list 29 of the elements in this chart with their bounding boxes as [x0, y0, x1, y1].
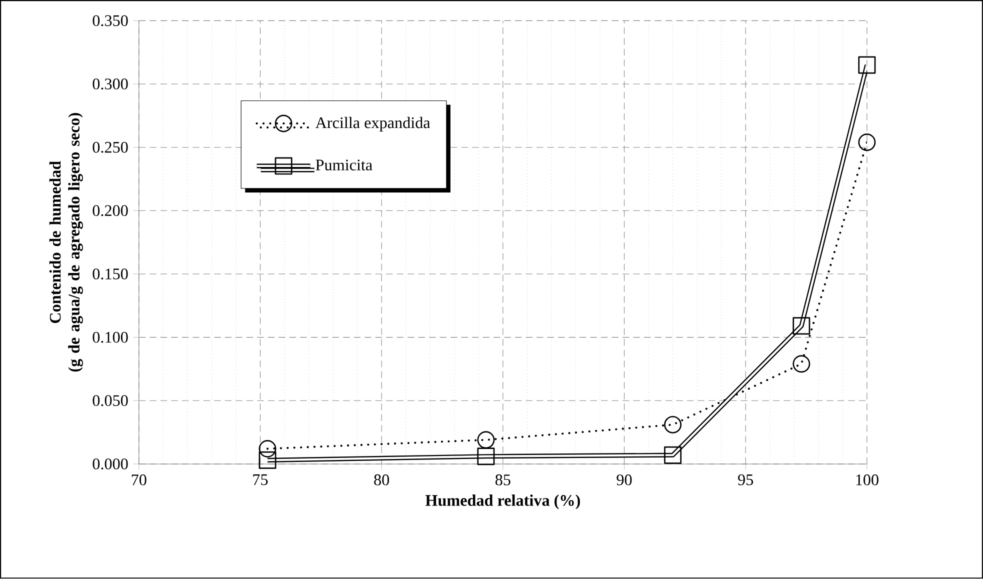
legend-label: Pumicita: [316, 160, 372, 171]
point: [858, 134, 876, 152]
y-tick-label: 0.300: [92, 78, 128, 90]
point: [664, 416, 682, 434]
x-tick-label: 90: [616, 474, 632, 486]
y-tick-label: 0.350: [92, 15, 128, 26]
x-tick-label: 75: [253, 474, 268, 486]
point: [477, 448, 495, 466]
point: [258, 440, 276, 458]
x-tick-label: 70: [132, 474, 146, 486]
x-tick-label: 95: [738, 474, 754, 486]
y-tick-label: 0.000: [92, 458, 128, 470]
y-tick-label: 0.100: [92, 332, 128, 343]
y-tick-label: 0.250: [92, 142, 128, 153]
y-axis-title: Contenido de humedad (g de agua/g de agregado ligero seco): [49, 113, 83, 372]
point: [792, 355, 810, 373]
y-tick-label: 0.050: [92, 395, 128, 406]
point: [477, 431, 495, 449]
point: [664, 446, 682, 464]
point: [858, 56, 876, 74]
point: [792, 317, 810, 335]
point: [258, 452, 276, 470]
x-tick-label: 85: [495, 474, 510, 486]
x-tick-label: 80: [374, 474, 390, 486]
y-tick-label: 0.150: [92, 268, 128, 280]
x-tick-label: 100: [856, 474, 878, 486]
x-axis-title: Humedad relativa (%): [425, 494, 580, 510]
y-tick-label: 0.200: [92, 205, 128, 216]
legend-label: Arcilla expandida: [315, 117, 430, 132]
